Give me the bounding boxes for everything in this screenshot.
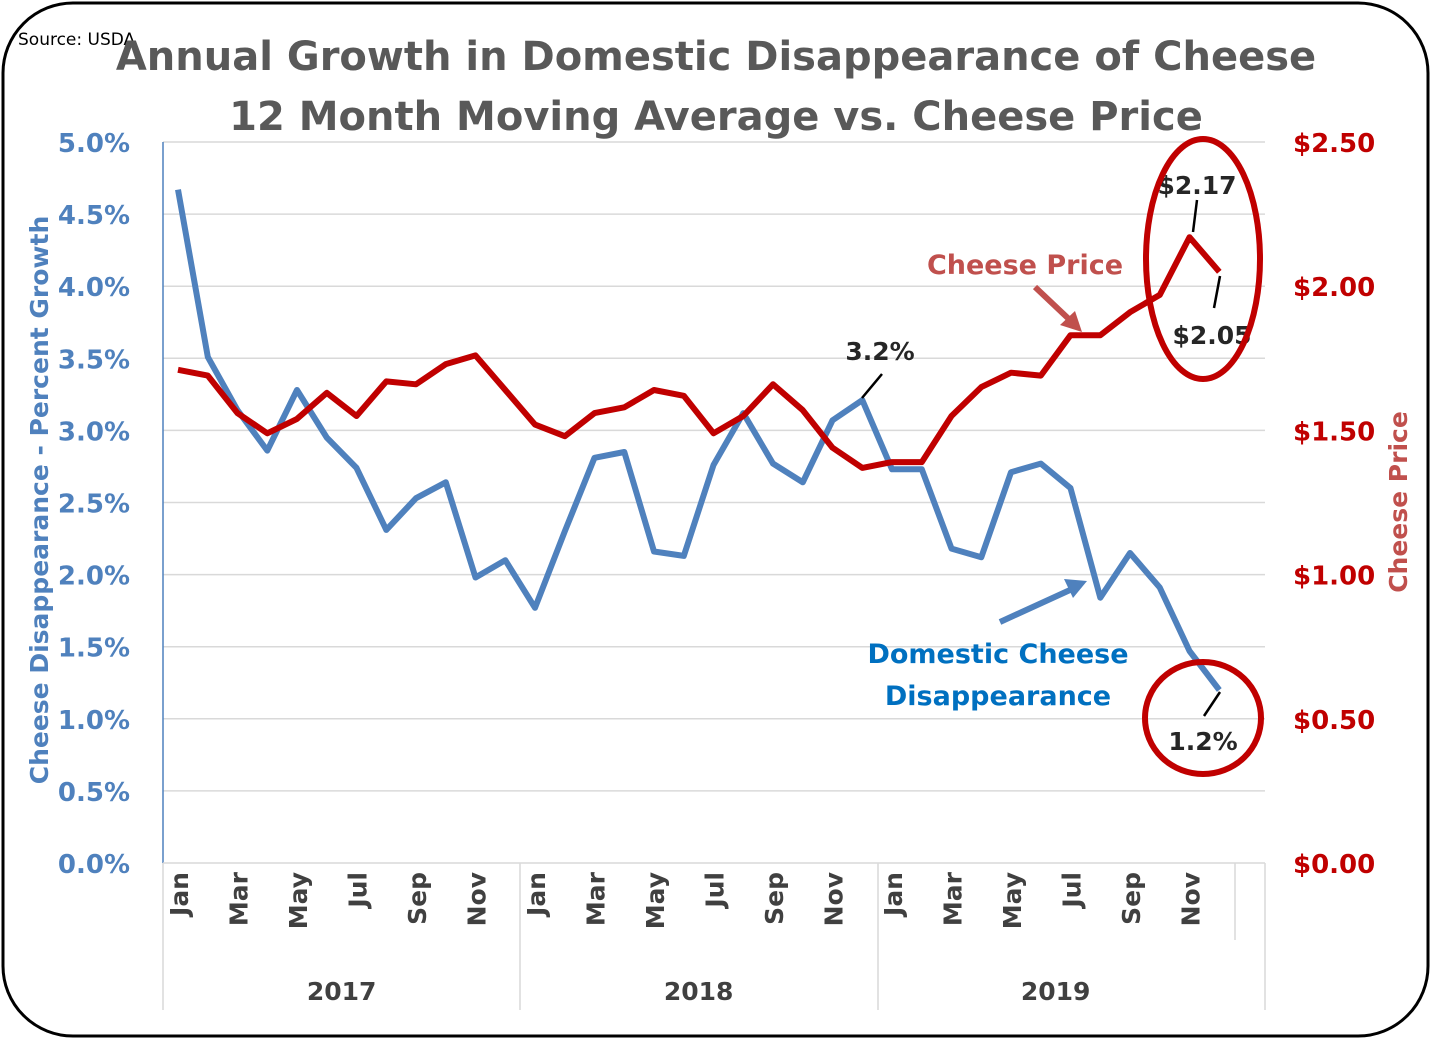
y-axis-right-label: Cheese Price bbox=[1384, 411, 1413, 593]
y-left-tick-label: 1.0% bbox=[58, 706, 130, 736]
y-right-tick-label: $2.00 bbox=[1293, 273, 1375, 303]
x-tick-label: Mar bbox=[939, 871, 968, 926]
y-right-tick-label: $0.00 bbox=[1293, 850, 1375, 880]
price-line bbox=[177, 234, 1222, 471]
callout-2-05: $2.05 bbox=[1172, 321, 1251, 350]
disappearance-line bbox=[175, 189, 1222, 692]
x-tick-label: Nov bbox=[820, 872, 849, 926]
y-left-tick-label: 0.5% bbox=[58, 778, 130, 808]
price-arrow-head bbox=[1060, 311, 1082, 332]
y-right-tick-label: $2.50 bbox=[1293, 129, 1375, 159]
x-tick-label: Sep bbox=[403, 872, 432, 925]
x-tick-label: Jan bbox=[879, 872, 908, 918]
disappearance-series-label-1: Domestic Cheese bbox=[867, 639, 1128, 670]
x-tick-label: Jan bbox=[165, 872, 194, 918]
y-left-tick-label: 1.5% bbox=[58, 634, 130, 664]
price-series-label: Cheese Price bbox=[927, 250, 1123, 281]
disappearance-arrow-head bbox=[1064, 579, 1087, 598]
callout-1-2-percent: 1.2% bbox=[1168, 727, 1237, 756]
x-tick-label: Jul bbox=[1058, 872, 1087, 910]
x-tick-label: Jul bbox=[344, 872, 373, 910]
callout-leader bbox=[1212, 275, 1222, 309]
y-left-tick-label: 4.0% bbox=[58, 273, 130, 303]
y-axis-left-label: Cheese Disappearance - Percent Growth bbox=[25, 216, 54, 785]
x-tick-label: Nov bbox=[463, 872, 492, 926]
x-year-label: 2019 bbox=[1021, 977, 1091, 1006]
chart-subtitle: 12 Month Moving Average vs. Cheese Price bbox=[229, 94, 1203, 140]
y-right-tick-label: $0.50 bbox=[1293, 706, 1375, 736]
callout-leader bbox=[1202, 691, 1222, 717]
x-tick-label: Sep bbox=[1117, 872, 1146, 925]
x-tick-label: Jan bbox=[522, 872, 551, 918]
price-arrow bbox=[1032, 284, 1075, 325]
x-tick-label: May bbox=[998, 872, 1027, 929]
y-left-tick-label: 5.0% bbox=[58, 129, 130, 159]
y-left-tick-label: 2.5% bbox=[58, 490, 130, 520]
x-tick-label: Nov bbox=[1177, 872, 1206, 926]
callout-2-17: $2.17 bbox=[1157, 171, 1236, 200]
chart-title: Annual Growth in Domestic Disappearance … bbox=[116, 34, 1316, 80]
x-tick-label: Jul bbox=[701, 872, 730, 910]
x-tick-label: Mar bbox=[225, 871, 254, 926]
callout-3-2-percent: 3.2% bbox=[845, 337, 914, 366]
x-year-label: 2018 bbox=[664, 977, 734, 1006]
disappearance-arrow bbox=[998, 587, 1072, 625]
y-right-tick-label: $1.50 bbox=[1293, 417, 1375, 447]
callout-leader bbox=[1191, 199, 1199, 233]
y-right-tick-label: $1.00 bbox=[1293, 562, 1375, 592]
source-note: Source: USDA bbox=[18, 30, 136, 50]
x-year-label: 2017 bbox=[307, 977, 377, 1006]
y-left-tick-label: 3.5% bbox=[58, 345, 130, 375]
highlight-ellipse-disappearance bbox=[1142, 659, 1264, 777]
x-tick-label: May bbox=[284, 872, 313, 929]
y-left-tick-label: 4.5% bbox=[58, 201, 130, 231]
highlight-ellipse-price bbox=[1143, 136, 1263, 382]
x-tick-label: May bbox=[641, 872, 670, 929]
y-left-tick-label: 0.0% bbox=[58, 850, 130, 880]
callout-leader bbox=[861, 373, 883, 399]
x-tick-label: Mar bbox=[582, 871, 611, 926]
y-left-tick-label: 3.0% bbox=[58, 417, 130, 447]
disappearance-series-label-2: Disappearance bbox=[885, 681, 1111, 712]
x-tick-label: Sep bbox=[760, 872, 789, 925]
y-left-tick-label: 2.0% bbox=[58, 562, 130, 592]
